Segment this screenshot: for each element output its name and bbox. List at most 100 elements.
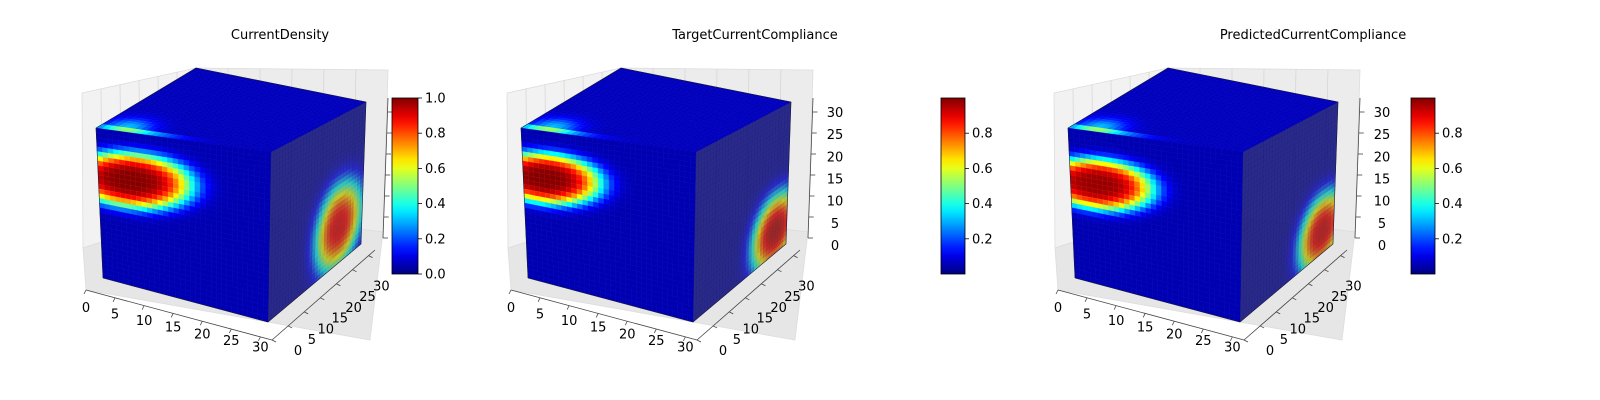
colorbar-tick-label: 0.2 bbox=[972, 232, 993, 247]
y-tick-mark bbox=[1292, 297, 1297, 301]
x-tick-label: 0 bbox=[1054, 301, 1062, 316]
y-tick-label: 30 bbox=[373, 279, 390, 294]
cube-right-face bbox=[692, 101, 792, 323]
colorbar: 0.2 0.4 0.6 0.8 bbox=[940, 97, 993, 275]
z-tick-label: 20 bbox=[1374, 150, 1391, 165]
y-tick-label: 30 bbox=[798, 279, 815, 294]
axes bbox=[510, 97, 814, 341]
y-tick-label: 25 bbox=[1331, 290, 1348, 305]
x-tick-label: 25 bbox=[223, 334, 240, 349]
cube-front-face bbox=[1067, 127, 1244, 323]
x-tick-mark bbox=[1200, 328, 1204, 334]
y-tick-mark bbox=[1324, 269, 1329, 273]
y-tick-mark bbox=[745, 297, 750, 301]
x-tick-label: 30 bbox=[677, 340, 694, 355]
cube-top-face bbox=[1067, 67, 1339, 153]
colorbar: 0.0 0.2 0.4 0.6 0.8 1.0 bbox=[391, 92, 446, 283]
z-tick-label: 5 bbox=[1378, 217, 1386, 232]
x-tick-mark bbox=[228, 328, 232, 334]
x-tick-label: 30 bbox=[1224, 340, 1241, 355]
right-face-shade bbox=[693, 102, 791, 322]
y-tick-label: 20 bbox=[345, 301, 362, 316]
cube-right-face bbox=[267, 101, 367, 323]
x-tick-label: 0 bbox=[507, 301, 515, 316]
y-tick-mark bbox=[271, 339, 277, 343]
colorbar-tick-label: 0.6 bbox=[972, 162, 993, 177]
z-tick-label: 15 bbox=[1374, 172, 1391, 187]
axes bbox=[85, 97, 389, 341]
y-tick-mark bbox=[793, 255, 798, 258]
y-tick-mark bbox=[696, 339, 702, 343]
x-tick-label: 10 bbox=[136, 314, 153, 329]
colorbar-tick-label: 1.0 bbox=[425, 92, 446, 107]
y-tick-mark bbox=[368, 255, 373, 258]
z-tick-label: 10 bbox=[827, 195, 844, 210]
x-tick-label: 20 bbox=[194, 327, 211, 342]
x-tick-labels: 0 5 10 15 20 25 30 bbox=[1054, 289, 1241, 355]
cube-outline bbox=[1067, 67, 1339, 323]
y-tick-mark bbox=[1340, 255, 1345, 258]
z-tick-label: 25 bbox=[1374, 128, 1391, 143]
colorbar-tick-label: 0.8 bbox=[972, 127, 993, 142]
y-tick-mark bbox=[712, 325, 718, 329]
z-tick-labels: 0 5 10 15 20 25 30 bbox=[1355, 106, 1390, 254]
x-tick-mark bbox=[624, 321, 628, 326]
z-tick-label: 25 bbox=[827, 128, 844, 143]
x-tick-label: 5 bbox=[1083, 308, 1091, 323]
y-tick-label: 20 bbox=[1317, 301, 1334, 316]
x-tick-mark bbox=[112, 297, 116, 302]
x-tick-mark bbox=[537, 297, 541, 302]
z-tick-label: 5 bbox=[831, 217, 839, 232]
panel-2: 0 5 10 15 20 25 30 051015202530051015202530Pred… bbox=[1053, 28, 1463, 359]
x-tick-mark bbox=[1230, 336, 1233, 342]
cube-front-face bbox=[95, 127, 272, 323]
y-tick-mark bbox=[1308, 283, 1313, 287]
y-tick-label: 0 bbox=[294, 344, 302, 359]
colorbar-gradient bbox=[1410, 97, 1436, 275]
colorbar-tick-label: 0.4 bbox=[1442, 197, 1463, 212]
y-tick-label: 5 bbox=[1280, 333, 1288, 348]
x-tick-mark bbox=[199, 321, 203, 326]
x-tick-mark bbox=[83, 289, 87, 295]
x-tick-labels: 0 5 10 15 20 25 30 bbox=[82, 289, 269, 355]
chart-title: CurrentDensity bbox=[231, 28, 330, 43]
x-tick-mark bbox=[508, 289, 512, 295]
z-tick-label: 30 bbox=[1374, 106, 1391, 121]
x-tick-label: 15 bbox=[1137, 321, 1154, 336]
z-tick-label: 10 bbox=[1374, 195, 1391, 210]
y-tick-label: 15 bbox=[756, 312, 773, 327]
y-tick-label: 25 bbox=[359, 290, 376, 305]
colorbar-tick-label: 0.2 bbox=[1442, 232, 1463, 247]
colorbar-tick-label: 0.6 bbox=[425, 162, 446, 177]
z-tick-labels: 0 5 10 15 20 25 30 bbox=[808, 106, 843, 254]
z-tick-labels bbox=[383, 111, 393, 239]
y-tick-mark bbox=[287, 325, 293, 329]
colorbar-gradient bbox=[940, 97, 966, 275]
x-tick-mark bbox=[1142, 313, 1146, 318]
y-tick-mark bbox=[1243, 339, 1249, 343]
z-tick-label: 20 bbox=[827, 150, 844, 165]
y-tick-label: 5 bbox=[733, 333, 741, 348]
y-tick-label: 10 bbox=[1290, 322, 1307, 337]
y-tick-mark bbox=[304, 311, 309, 315]
y-tick-mark bbox=[729, 311, 734, 315]
x-tick-label: 5 bbox=[536, 308, 544, 323]
colorbar-tick-label: 0.2 bbox=[425, 232, 446, 247]
x-tick-mark bbox=[1055, 289, 1059, 295]
right-face-shade bbox=[1240, 102, 1338, 322]
panel-0: 0 5 10 15 20 25 30 051015202530CurrentDensity0.… bbox=[81, 28, 446, 359]
colorbar-gradient bbox=[391, 97, 419, 275]
colorbar-tick-label: 0.8 bbox=[425, 127, 446, 142]
y-tick-label: 15 bbox=[331, 312, 348, 327]
z-tick-label: 15 bbox=[827, 172, 844, 187]
x-tick-mark bbox=[258, 336, 261, 342]
y-tick-mark bbox=[777, 269, 782, 273]
cube-top-face bbox=[520, 67, 792, 153]
y-tick-mark bbox=[1276, 311, 1281, 315]
x-tick-labels: 0 5 10 15 20 25 30 bbox=[507, 289, 694, 355]
y-tick-label: 5 bbox=[308, 333, 316, 348]
x-tick-mark bbox=[1113, 305, 1117, 310]
